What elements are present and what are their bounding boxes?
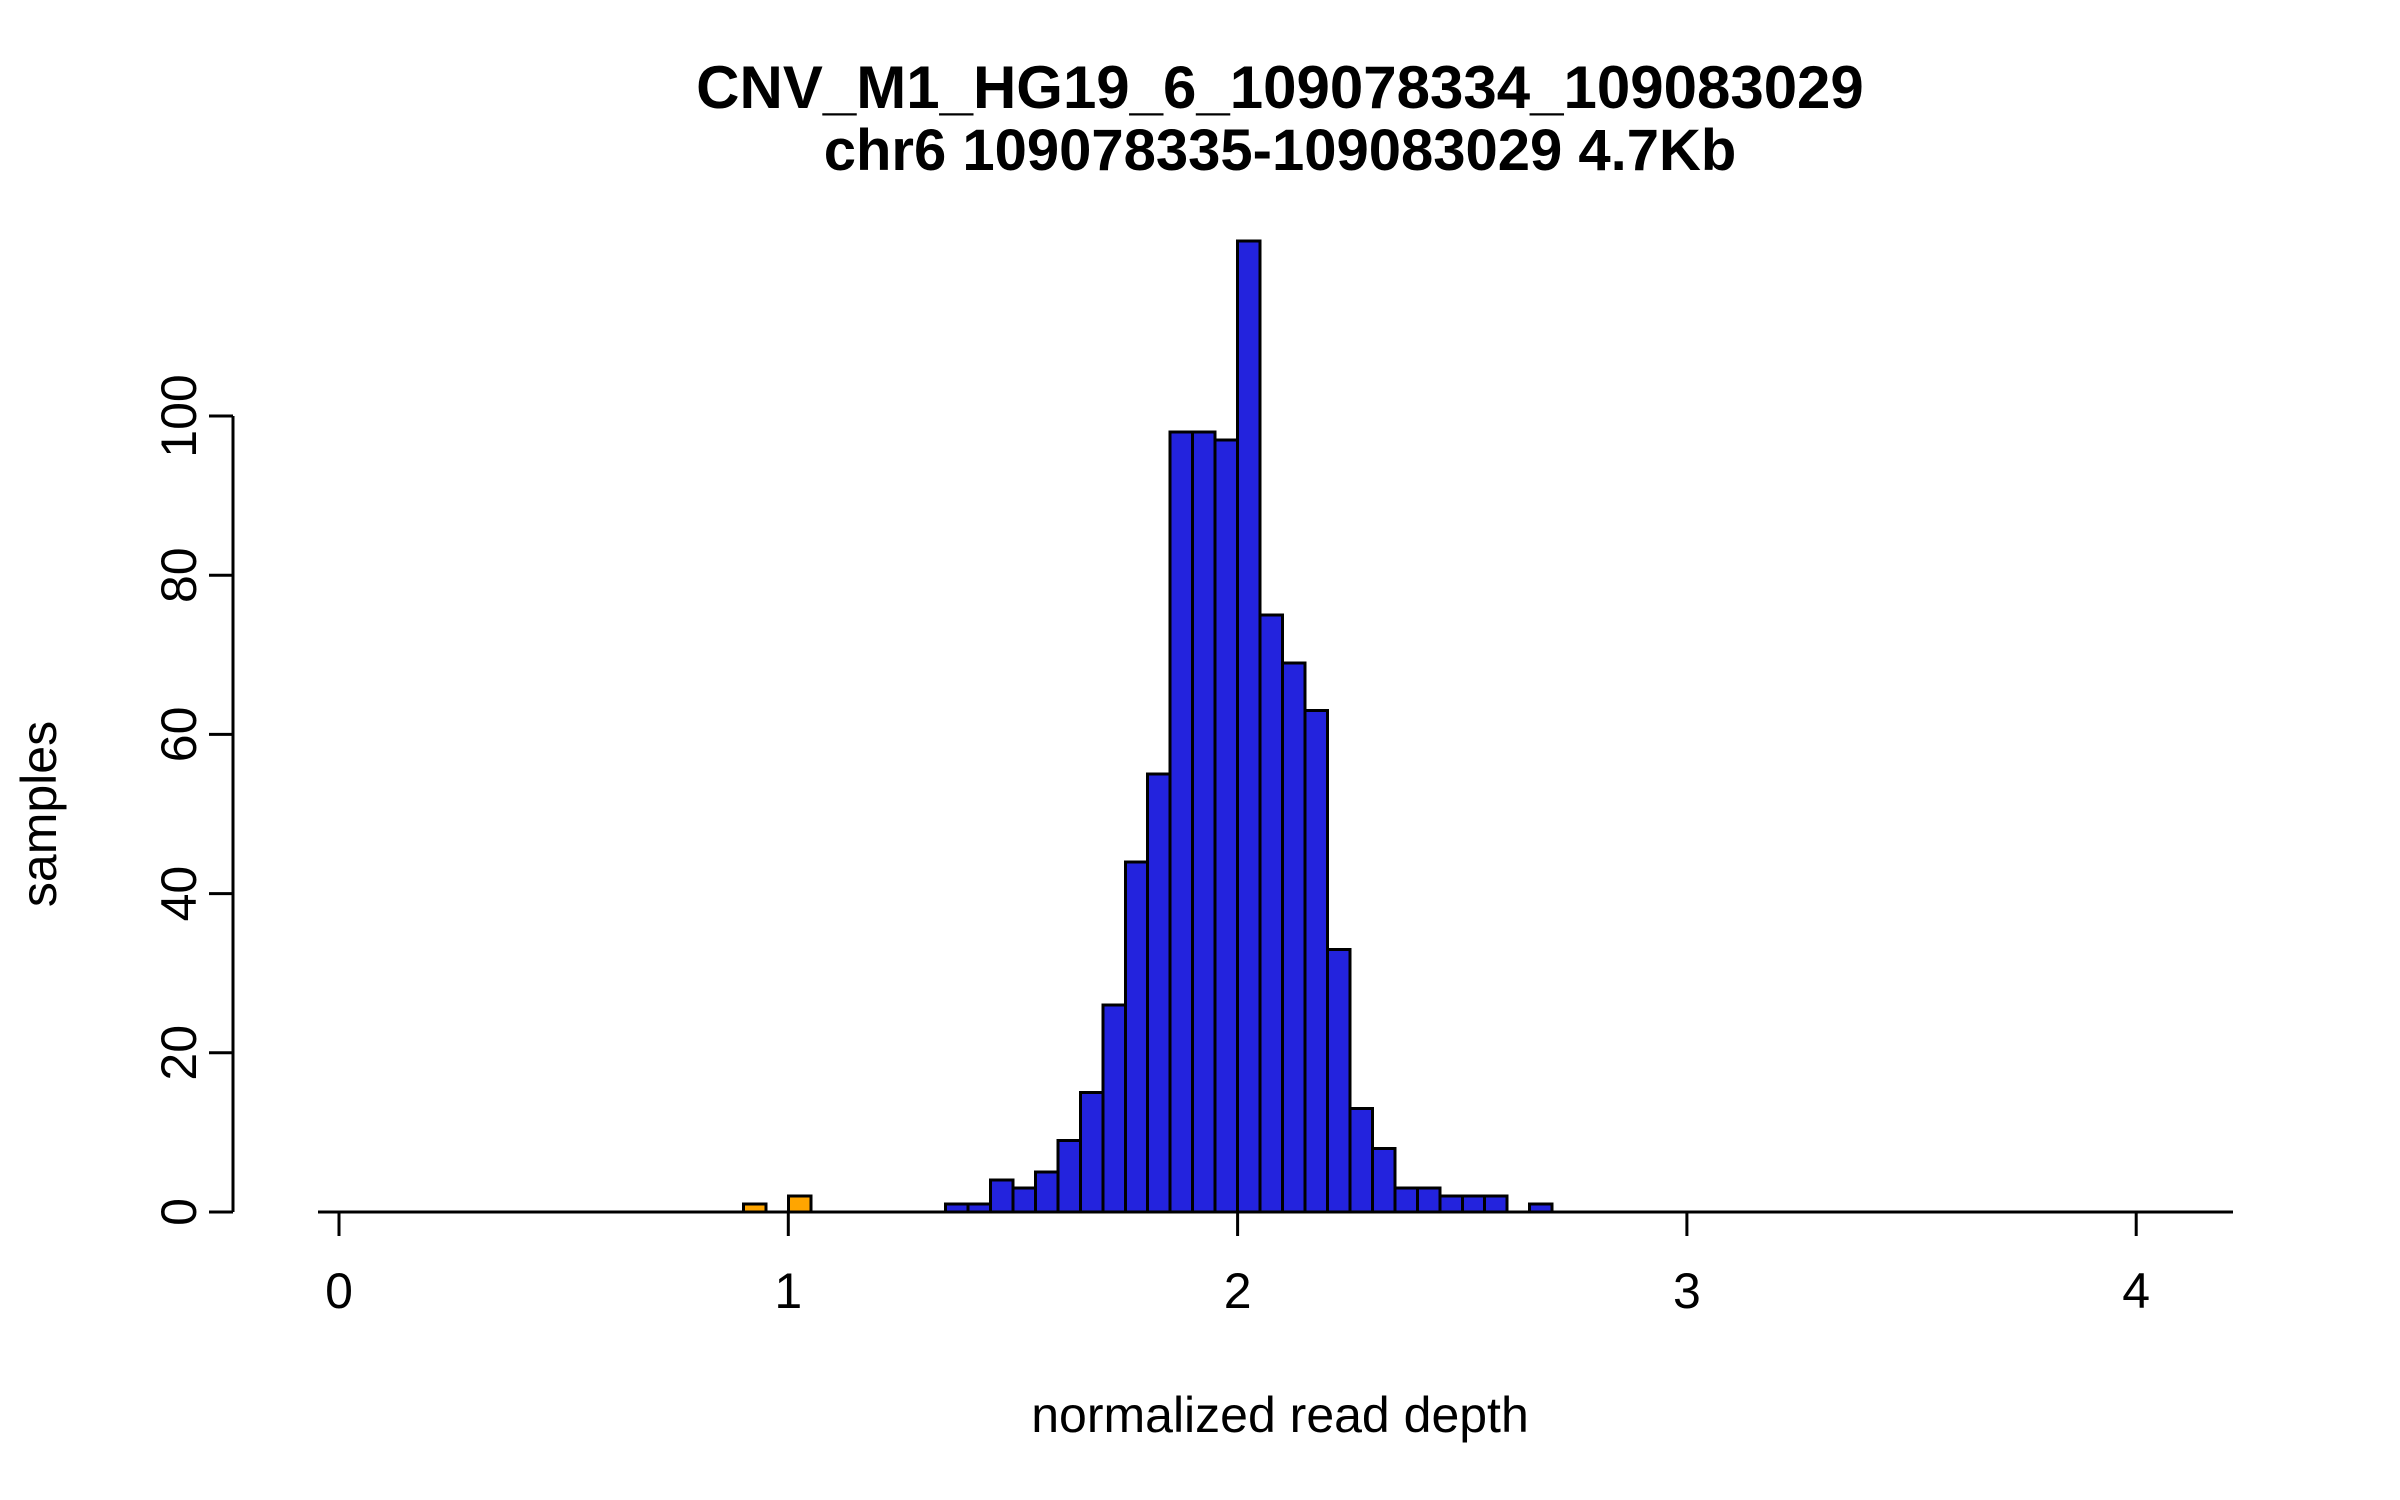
histogram-bar [1056, 1138, 1082, 1214]
histogram-bar [1168, 430, 1195, 1214]
y-tick-label: 20 [151, 1025, 207, 1081]
histogram-bar [1146, 772, 1172, 1214]
y-tick-label: 60 [151, 707, 207, 763]
histogram-bar [1415, 1186, 1442, 1214]
histogram-bar [1393, 1186, 1419, 1214]
histogram-bar [989, 1178, 1015, 1214]
x-tick-label: 4 [2122, 1263, 2150, 1319]
histogram-bar [1011, 1186, 1037, 1214]
x-axis-label: normalized read depth [1031, 1387, 1529, 1443]
y-tick-label: 40 [151, 866, 207, 922]
histogram-bars [741, 239, 1554, 1214]
y-tick-label: 80 [151, 547, 207, 603]
histogram-bar [1123, 860, 1150, 1214]
x-tick-label: 1 [774, 1263, 802, 1319]
histogram-bar [1348, 1107, 1374, 1214]
histogram-bar [1258, 613, 1285, 1214]
histogram-bar [1303, 709, 1329, 1214]
histogram-bar [1281, 661, 1307, 1214]
histogram-bar [1438, 1194, 1464, 1214]
x-axis: 0 1 2 3 4 [318, 1210, 2233, 1319]
histogram-bar [1101, 1003, 1127, 1214]
histogram-bar [1213, 438, 1240, 1214]
histogram-bar [1460, 1194, 1487, 1214]
histogram-bar [1033, 1170, 1060, 1214]
y-axis-label: samples [11, 721, 67, 907]
y-axis: 0 20 40 60 80 100 [151, 374, 235, 1226]
chart-subtitle: chr6 109078335-109083029 4.7Kb [824, 118, 1737, 183]
histogram-bar [1326, 947, 1352, 1214]
x-tick-label: 2 [1224, 1263, 1252, 1319]
histogram-bar [786, 1194, 813, 1214]
x-tick-label: 0 [325, 1263, 353, 1319]
histogram-bar [1191, 430, 1217, 1214]
histogram-bar [1370, 1146, 1397, 1214]
histogram-bar [1078, 1091, 1105, 1214]
x-tick-label: 3 [1673, 1263, 1701, 1319]
histogram-bar [1483, 1194, 1509, 1214]
y-tick-label: 100 [151, 374, 207, 457]
histogram-bar [1236, 239, 1262, 1214]
chart-title: CNV_M1_HG19_6_109078334_109083029 [696, 54, 1864, 121]
y-tick-label: 0 [151, 1198, 207, 1226]
